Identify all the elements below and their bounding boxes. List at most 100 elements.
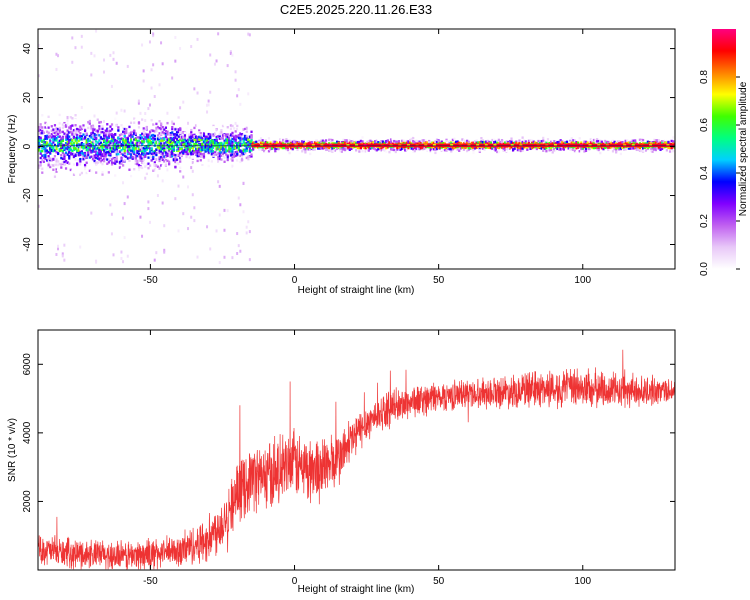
spectrogram-cell: [614, 144, 618, 147]
spectrogram-cell: [229, 142, 233, 146]
spectrogram-y-tick-label: 40: [22, 43, 33, 55]
spectrogram-cell: [155, 169, 158, 173]
spectrogram-cell: [98, 134, 101, 137]
spectrogram-cell: [231, 142, 234, 146]
spectrogram-cell: [405, 139, 408, 143]
spectrogram-cell: [190, 151, 193, 154]
spectrogram-cell: [115, 160, 118, 163]
spectrogram-cell: [190, 139, 193, 143]
spectrogram-cell: [57, 244, 60, 248]
spectrogram-cell: [326, 148, 329, 151]
spectrogram-cell: [221, 146, 225, 149]
spectrogram-cell: [122, 181, 125, 185]
spectrogram-cell: [161, 147, 164, 150]
spectrogram-cell: [87, 153, 90, 157]
spectrogram-y-tick-label: 0: [22, 143, 33, 149]
spectrogram-cell: [505, 149, 508, 153]
spectrogram-cell: [175, 145, 179, 148]
spectrogram-cell: [177, 129, 180, 132]
spectrogram-cell: [91, 131, 95, 134]
spectrogram-cell: [102, 154, 106, 157]
spectrogram-cell: [83, 129, 87, 133]
spectrogram-cell: [45, 125, 49, 128]
spectrogram-cell: [44, 147, 47, 150]
spectrogram-cell: [98, 142, 101, 146]
spectrogram-cell: [47, 158, 50, 161]
spectrogram-cell: [148, 147, 152, 150]
spectrogram-cell: [126, 113, 129, 116]
spectrogram-cell: [47, 155, 50, 158]
spectrogram-cell: [129, 174, 133, 178]
spectrogram-cell: [581, 137, 584, 140]
spectrogram-cell: [535, 147, 538, 151]
spectrogram-cell: [318, 152, 321, 156]
spectrogram-cell: [99, 152, 103, 155]
spectrogram-cell: [282, 138, 285, 142]
spectrogram-cell: [231, 140, 234, 144]
spectrogram-cell: [204, 143, 207, 146]
spectrogram-cell: [667, 146, 670, 150]
spectrogram-cell: [280, 140, 283, 143]
spectrogram-cell: [179, 46, 182, 50]
spectrogram-cell: [71, 139, 74, 142]
spectrogram-cell: [540, 142, 543, 145]
spectrogram-cell: [142, 134, 145, 137]
spectrogram-cell: [404, 149, 407, 152]
spectrogram-cell: [232, 147, 236, 150]
spectrogram-cell: [220, 137, 223, 140]
spectrogram-cell: [521, 149, 524, 152]
spectrogram-cell: [104, 136, 107, 139]
spectrogram-cell: [458, 135, 461, 139]
spectrogram-cell: [286, 148, 290, 152]
spectrogram-cell: [377, 147, 380, 151]
spectrogram-cell: [44, 142, 47, 146]
spectrogram-cell: [145, 148, 148, 151]
spectrogram-cell: [453, 141, 456, 145]
spectrogram-cell: [343, 139, 347, 142]
spectrogram-cell: [129, 121, 133, 125]
spectrogram-cell: [431, 150, 434, 153]
spectrogram-cell: [182, 143, 185, 146]
spectrogram-cell: [355, 144, 359, 147]
spectrogram-cell: [218, 152, 221, 156]
spectrogram-cell: [160, 127, 163, 131]
spectrogram-cell: [102, 132, 106, 135]
spectrogram-cell: [518, 142, 521, 145]
spectrogram-cell: [198, 143, 201, 147]
spectrogram-cell: [106, 129, 109, 133]
spectrogram-cell: [537, 146, 540, 149]
spectrogram-cell: [47, 150, 50, 154]
spectrogram-cell: [128, 168, 131, 171]
spectrogram-cell: [158, 127, 161, 130]
spectrogram-cell: [662, 140, 665, 143]
spectrogram-cell: [458, 149, 461, 152]
spectrogram-cell: [72, 173, 76, 176]
spectrogram-cell: [218, 148, 221, 151]
spectrogram-cell: [315, 136, 318, 139]
spectrogram-cell: [39, 125, 42, 129]
spectrogram-cell: [145, 146, 148, 149]
spectrogram-cell: [210, 153, 213, 156]
spectrogram-cell: [299, 145, 302, 149]
spectrogram-cell: [596, 147, 599, 151]
spectrogram-cell: [213, 138, 217, 142]
spectrogram-cell: [167, 147, 171, 151]
spectrogram-cell: [191, 169, 194, 173]
spectrogram-cell: [85, 132, 88, 135]
spectrogram-cell: [74, 128, 77, 131]
spectrogram-cell: [114, 133, 117, 136]
spectrogram-cell: [158, 150, 161, 153]
spectrogram-cell: [537, 151, 540, 154]
spectrogram-y-tick-label: -20: [22, 188, 33, 203]
spectrogram-cell: [350, 137, 353, 140]
spectrogram-cell: [52, 128, 55, 131]
spectrogram-cell: [45, 143, 49, 147]
spectrogram-cell: [209, 141, 212, 145]
spectrogram-cell: [364, 146, 367, 150]
spectrogram-cell: [38, 141, 41, 144]
spectrogram-cell: [172, 145, 175, 148]
spectrogram-cell: [236, 150, 239, 154]
spectrogram-x-tick-label: -50: [143, 275, 158, 286]
spectrogram-cell: [64, 151, 68, 154]
spectrogram-x-tick-label: 100: [574, 275, 591, 286]
